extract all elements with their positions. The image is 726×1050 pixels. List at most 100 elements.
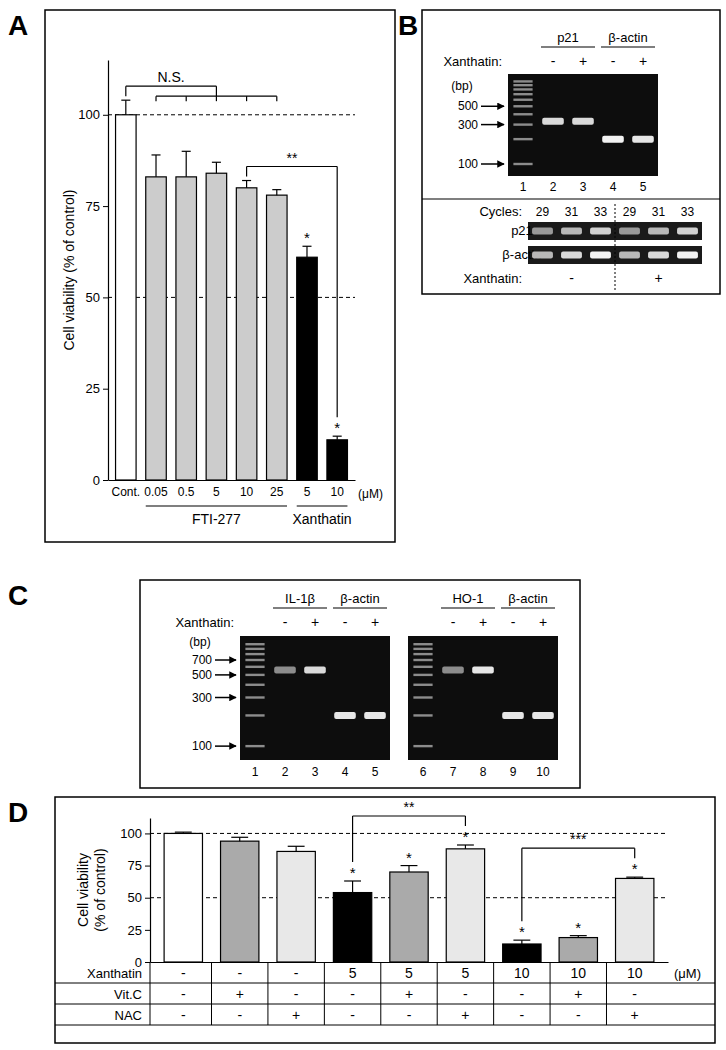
table-rule: [55, 1004, 715, 1005]
x-axis: Cont.0.050.551025510: [109, 481, 356, 499]
table-cell: -: [237, 1007, 242, 1023]
table-cell: +: [461, 1007, 469, 1023]
tick-mark: [145, 898, 150, 899]
header-line: [273, 607, 327, 608]
band: [532, 712, 554, 719]
gel: [408, 636, 558, 760]
ladder-band: [513, 84, 532, 86]
error-bar: [401, 866, 418, 872]
ladder-band: [413, 684, 432, 686]
error-bar: [457, 845, 474, 849]
bar: [146, 177, 167, 480]
error-bar: [151, 155, 160, 177]
header-line: [541, 46, 595, 47]
bar-chart: 0255075100Cell viability(% of control)**…: [55, 799, 715, 1025]
table-cell: 10: [627, 965, 643, 981]
lane-header: β-actin: [340, 591, 379, 606]
gel: [240, 636, 390, 760]
bar: [277, 851, 315, 962]
bar: [164, 833, 202, 962]
marker-arrow: [215, 697, 236, 699]
y-tick: 25: [86, 381, 108, 396]
tick-label: 25: [128, 923, 142, 938]
error-line: [296, 846, 297, 851]
ladder-band: [513, 113, 532, 115]
band: [442, 666, 464, 673]
gel-bands: [513, 80, 653, 165]
bracket: [126, 86, 277, 101]
lane-number: 2: [282, 765, 289, 779]
y-axis-title: Cell viability: [75, 853, 91, 927]
bar: [221, 841, 259, 962]
ladder-band: [413, 666, 432, 668]
y-tick: 25: [128, 923, 150, 938]
unit-label: (μM): [358, 487, 383, 501]
table-cell: -: [463, 986, 468, 1002]
bar: [267, 195, 288, 480]
marker-arrow: [481, 106, 504, 108]
table-cell: -: [407, 1007, 412, 1023]
ladder-band: [245, 643, 264, 645]
error-cap: [288, 846, 305, 847]
band: [619, 252, 640, 259]
header-line: [501, 607, 555, 608]
tick-label: 75: [128, 858, 142, 873]
y-tick: 75: [86, 199, 108, 214]
ladder-band: [513, 80, 532, 82]
tick-mark: [103, 297, 108, 298]
significance: *: [463, 828, 469, 845]
cycle-number: 33: [681, 205, 695, 219]
lane-number: 7: [450, 765, 457, 779]
error-bar: [175, 832, 192, 833]
error-line: [352, 881, 353, 893]
y-axis-line: [150, 819, 151, 963]
y-axis: 0255075100: [120, 819, 150, 970]
bracket-leg: [216, 86, 217, 96]
treatment-value: -: [511, 614, 516, 630]
tick-mark: [103, 480, 108, 481]
gel-bands: [413, 643, 553, 747]
band: [677, 252, 698, 259]
y-tick: 100: [78, 107, 108, 122]
significance: *: [575, 919, 581, 936]
ladder-band: [245, 674, 264, 676]
table-cell: -: [294, 986, 299, 1002]
gel: [508, 74, 658, 176]
y-axis: 0255075100: [78, 61, 108, 488]
error-line: [125, 100, 126, 115]
lane-header: HO-1: [452, 591, 483, 606]
treatment-value: +: [654, 270, 662, 286]
marker-arrow: [215, 745, 236, 747]
band: [561, 228, 582, 235]
treatment-value: -: [551, 53, 556, 69]
significance: *: [334, 419, 340, 436]
x-tick: 5: [304, 485, 311, 499]
error-bar: [121, 100, 130, 115]
tick-label: 75: [86, 199, 100, 214]
table-rule: [55, 1025, 715, 1026]
band: [648, 228, 669, 235]
row-label: p21: [511, 223, 533, 238]
ladder-band: [413, 648, 432, 650]
header-line: [601, 46, 655, 47]
table-cell: -: [181, 1007, 186, 1023]
ladder-band: [513, 163, 532, 165]
error-cap: [242, 180, 251, 181]
table-cell: +: [292, 1007, 300, 1023]
table-cell: -: [181, 986, 186, 1002]
bracket-tick: [186, 96, 187, 101]
bar: [236, 188, 257, 480]
bracket: [247, 167, 338, 418]
band: [542, 118, 564, 125]
error-bar: [272, 190, 281, 195]
table-rule: [267, 962, 268, 1025]
ladder-band: [245, 714, 264, 716]
marker-arrow: [215, 659, 236, 661]
table-cell: 5: [349, 965, 357, 981]
band: [648, 252, 669, 259]
table-cell: -: [237, 965, 242, 981]
table-cell: -: [576, 1007, 581, 1023]
lane-header: IL-1β: [285, 591, 315, 606]
x-tick: 0.05: [144, 485, 168, 499]
tick-label: 5: [304, 485, 311, 499]
